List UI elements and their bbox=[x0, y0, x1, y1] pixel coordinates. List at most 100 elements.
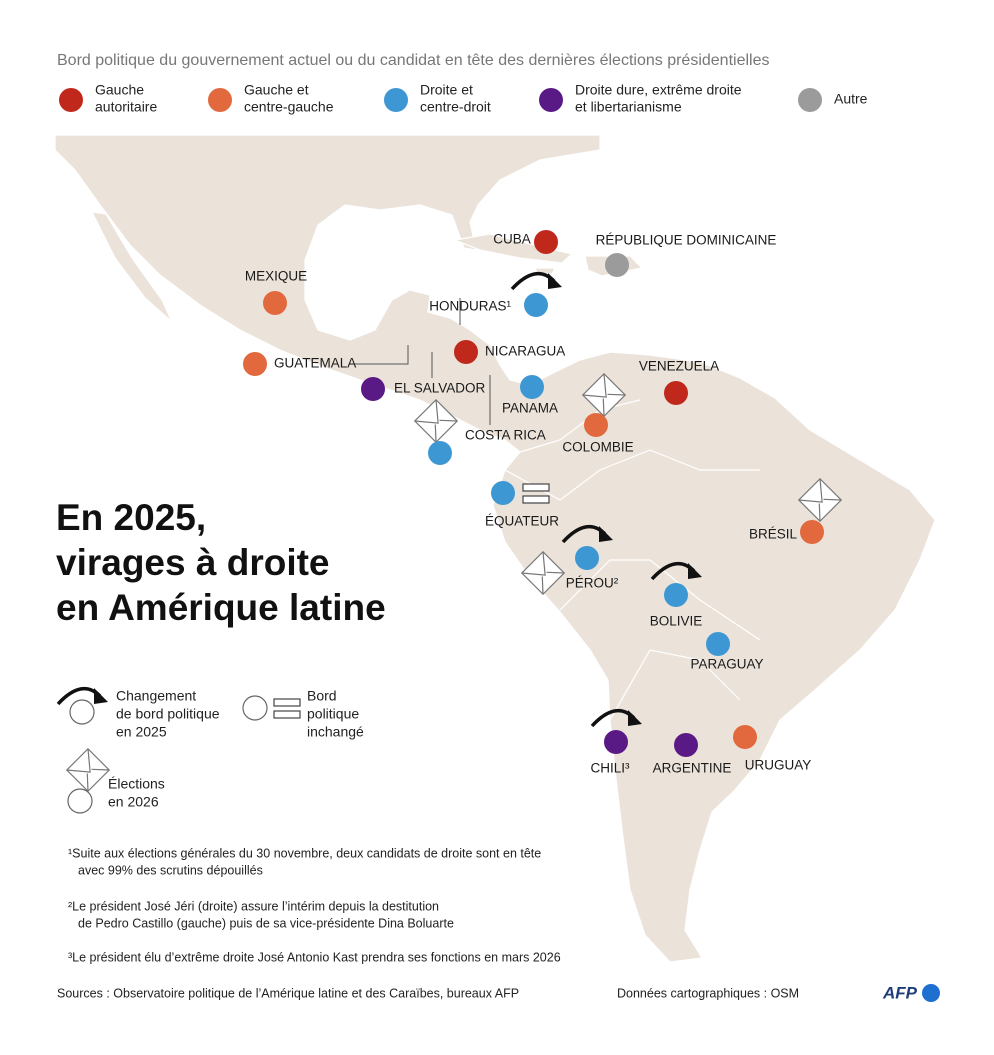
country-marker bbox=[524, 293, 548, 317]
country-label: CUBA bbox=[493, 232, 531, 247]
footnote: ³Le président élu d’extrême droite José … bbox=[68, 950, 561, 964]
country-label: COLOMBIE bbox=[562, 440, 633, 455]
country: CUBA bbox=[493, 230, 558, 254]
legend-label: autoritaire bbox=[95, 99, 157, 115]
change-arrowhead bbox=[628, 710, 642, 726]
country-label: PANAMA bbox=[502, 401, 558, 416]
change-arrowhead bbox=[548, 273, 562, 289]
envelope-body bbox=[65, 747, 111, 793]
unchanged-bar bbox=[273, 710, 301, 719]
title-line: virages à droite bbox=[56, 542, 330, 583]
change-arrowhead bbox=[94, 688, 108, 704]
baja-california bbox=[90, 211, 173, 323]
key-marker bbox=[69, 699, 95, 725]
country-label: ARGENTINE bbox=[653, 761, 732, 776]
country-marker bbox=[733, 725, 757, 749]
country: ARGENTINE bbox=[653, 733, 732, 776]
key: Changement de bord politique en 2025 Bord po… bbox=[56, 686, 364, 814]
unchanged-bar bbox=[522, 483, 550, 492]
country-label: BOLIVIE bbox=[650, 614, 703, 629]
country: RÉPUBLIQUE DOMINICAINE bbox=[596, 233, 776, 277]
country-marker bbox=[428, 441, 452, 465]
country-marker bbox=[575, 546, 599, 570]
country-marker bbox=[800, 520, 824, 544]
legend-label: centre-gauche bbox=[244, 99, 334, 115]
key-label: en 2025 bbox=[116, 724, 167, 740]
envelope-flap bbox=[798, 478, 842, 522]
legend-swatch bbox=[384, 88, 408, 112]
envelope-icon bbox=[581, 372, 627, 418]
key-label: Bord bbox=[307, 688, 337, 704]
legend-label: centre-droit bbox=[420, 99, 491, 115]
legend-label: Autre bbox=[834, 91, 868, 107]
country-marker bbox=[605, 253, 629, 277]
country-label: PÉROU² bbox=[566, 576, 619, 591]
key-marker bbox=[67, 788, 93, 814]
title-line: en Amérique latine bbox=[56, 587, 386, 628]
country-label: GUATEMALA bbox=[274, 356, 356, 371]
legend-swatch bbox=[539, 88, 563, 112]
legend-swatch bbox=[59, 88, 83, 112]
footnote: avec 99% des scrutins dépouillés bbox=[78, 863, 263, 877]
country-label: URUGUAY bbox=[745, 758, 812, 773]
cuba-island bbox=[452, 233, 574, 264]
key-label: Élections bbox=[108, 776, 165, 792]
key-label: politique bbox=[307, 706, 359, 722]
country-marker bbox=[706, 632, 730, 656]
envelope-icon bbox=[413, 398, 459, 444]
envelope-flap bbox=[521, 551, 565, 595]
legend-title: Bord politique du gouvernement actuel ou… bbox=[57, 52, 769, 69]
title-line: En 2025, bbox=[56, 497, 206, 538]
change-arrowhead bbox=[688, 563, 702, 579]
country: GUATEMALA bbox=[243, 352, 356, 376]
country-marker bbox=[664, 381, 688, 405]
unchanged-bar bbox=[522, 495, 550, 504]
legend-label: et libertarianisme bbox=[575, 99, 682, 115]
country: EL SALVADOR bbox=[361, 377, 486, 401]
border bbox=[504, 399, 761, 721]
country-label: COSTA RICA bbox=[465, 428, 546, 443]
country-label: VENEZUELA bbox=[639, 359, 719, 374]
country-label: ÉQUATEUR bbox=[485, 514, 559, 529]
country: HONDURAS¹ bbox=[429, 271, 562, 317]
country: ÉQUATEUR bbox=[485, 481, 559, 529]
sources: Sources : Observatoire politique de l’Am… bbox=[57, 986, 519, 1000]
country-marker bbox=[604, 730, 628, 754]
country-label: EL SALVADOR bbox=[394, 381, 486, 396]
country-marker bbox=[361, 377, 385, 401]
envelope-icon bbox=[65, 747, 111, 793]
logo-dot bbox=[922, 984, 940, 1002]
key-label: inchangé bbox=[307, 724, 364, 740]
country: PARAGUAY bbox=[690, 632, 764, 672]
unchanged-bar bbox=[273, 698, 301, 707]
legend-swatch bbox=[798, 88, 822, 112]
envelope-flap bbox=[414, 399, 458, 443]
envelope-flap bbox=[66, 748, 110, 792]
map-credit: Données cartographiques : OSM bbox=[617, 986, 799, 1000]
key-label: Changement bbox=[116, 688, 196, 704]
country-label: PARAGUAY bbox=[690, 657, 763, 672]
country: VENEZUELA bbox=[639, 359, 719, 405]
country-label: HONDURAS¹ bbox=[429, 299, 511, 314]
change-arrowhead bbox=[599, 526, 613, 542]
country: BRÉSIL bbox=[749, 477, 843, 544]
footnote: de Pedro Castillo (gauche) puis de sa vi… bbox=[78, 916, 454, 930]
legend-label: Gauche et bbox=[244, 82, 309, 98]
envelope-icon bbox=[797, 477, 843, 523]
countries: CUBA RÉPUBLIQUE DOMINICAINE MEXIQUE HONDURA… bbox=[243, 230, 843, 776]
country-marker bbox=[454, 340, 478, 364]
country-label: CHILI³ bbox=[590, 761, 630, 776]
leader-line bbox=[352, 345, 409, 365]
envelope-body bbox=[413, 398, 459, 444]
country: COSTA RICA bbox=[413, 398, 546, 465]
envelope-icon bbox=[520, 550, 566, 596]
notes: ¹Suite aux élections générales du 30 nov… bbox=[68, 846, 561, 964]
country-label: MEXIQUE bbox=[245, 269, 307, 284]
footnote: ¹Suite aux élections générales du 30 nov… bbox=[68, 846, 541, 860]
country: URUGUAY bbox=[733, 725, 811, 773]
country-marker bbox=[664, 583, 688, 607]
country: NICARAGUA bbox=[454, 340, 565, 364]
country: PÉROU² bbox=[520, 524, 619, 596]
